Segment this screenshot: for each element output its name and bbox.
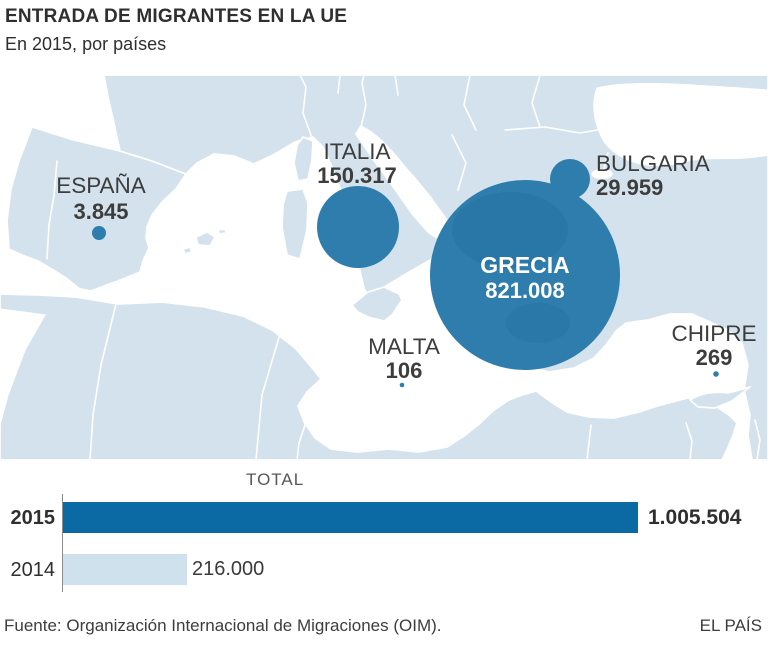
border-central-europe-1: [337, 74, 341, 94]
bubble-espana: [92, 226, 106, 240]
border-tunisia-libya: [296, 424, 306, 461]
island-corsica: [293, 136, 314, 182]
label-grecia-name: GRECIA: [480, 252, 569, 278]
island-ibiza: [182, 246, 193, 255]
island-sardinia: [281, 188, 309, 260]
label-chipre-name: CHIPRE: [671, 321, 756, 346]
total-bar-chart: TOTAL 2015 1.005.504 2014 216.000: [0, 460, 768, 610]
bubble-chipre: [713, 371, 719, 377]
label-bulgaria-value: 29.959: [596, 175, 663, 200]
publisher-credit: EL PAÍS: [699, 616, 762, 635]
page-title: ENTRADA DE MIGRANTES EN LA UE: [5, 6, 348, 27]
border-portugal-spain: [46, 160, 58, 260]
page-subtitle: En 2015, por países: [5, 34, 167, 54]
island-mallorca: [195, 231, 216, 247]
total-header: TOTAL: [246, 470, 305, 489]
border-algeria-tunisia: [255, 333, 281, 461]
bubble-grecia: [430, 180, 620, 370]
map-svg: ESPAÑA 3.845 ITALIA 150.317 GRECIA 821.0…: [0, 74, 768, 461]
sea-of-marmara: [591, 168, 613, 180]
island-menorca: [217, 228, 227, 235]
source-note: Fuente: Organización Internacional de Mi…: [4, 616, 442, 635]
land-africa: [0, 293, 738, 461]
border-levant: [754, 419, 761, 461]
island-sicily: [351, 286, 403, 322]
black-sea: [593, 82, 768, 166]
mediterranean-map: ESPAÑA 3.845 ITALIA 150.317 GRECIA 821.0…: [0, 74, 768, 461]
border-central-europe-2: [394, 74, 399, 96]
bubble-italia: [317, 186, 399, 268]
bosphorus-strait: [603, 152, 609, 170]
border-danube: [504, 126, 598, 134]
label-espana-value: 3.845: [73, 199, 128, 224]
border-libya-egypt: [586, 424, 592, 461]
atlantic-notch: [0, 308, 46, 426]
label-chipre-value: 269: [696, 345, 733, 370]
label-espana-name: ESPAÑA: [56, 173, 146, 198]
border-italy-slovenia: [360, 74, 367, 128]
bar-axis-line: [62, 494, 63, 592]
label-grecia-value: 821.008: [485, 278, 565, 303]
bar-2014: [63, 554, 187, 585]
label-bulgaria-name: BULGARIA: [596, 151, 710, 176]
border-morocco-algeria: [89, 303, 117, 461]
border-france-italy: [299, 74, 313, 139]
year-label-2015: 2015: [10, 507, 56, 529]
label-malta-value: 106: [386, 358, 423, 383]
bar-2015: [63, 502, 638, 533]
grecia-land-shadow-2: [506, 303, 570, 343]
border-central-europe-4: [531, 74, 541, 128]
border-serbia: [451, 134, 467, 191]
border-central-europe-3: [463, 74, 477, 131]
island-cyprus: [689, 386, 751, 409]
grecia-land-shadow-1: [452, 192, 568, 268]
label-malta-name: MALTA: [368, 334, 440, 359]
year-label-2014: 2014: [10, 559, 56, 581]
label-italia-name: ITALIA: [323, 139, 390, 164]
bubble-malta: [399, 382, 405, 388]
border-nile: [685, 422, 693, 461]
value-label-2014: 216.000: [192, 558, 265, 580]
land-iberia: [6, 126, 187, 292]
value-label-2015: 1.005.504: [648, 506, 742, 529]
border-croatia-bosnia: [391, 152, 433, 200]
label-italia-value: 150.317: [317, 163, 397, 188]
